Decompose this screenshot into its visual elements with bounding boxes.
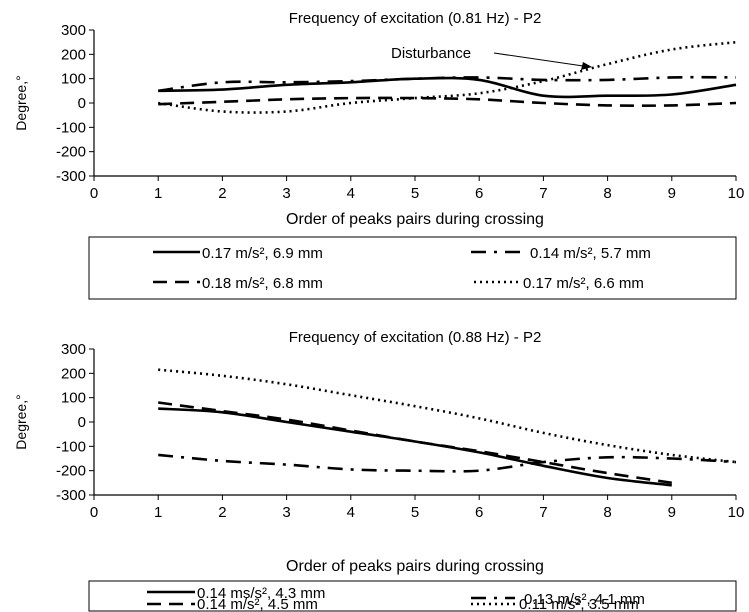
x-tick-label: 3 — [282, 185, 290, 202]
series-line-3 — [158, 40, 737, 114]
x-tick-label: 7 — [539, 504, 547, 521]
legend-label-0: 0.14 ms/s², 4.3 mm — [197, 585, 325, 602]
x-tick-label: 0 — [90, 504, 98, 521]
x-tick-label: 10 — [728, 185, 745, 202]
x-tick-label: 8 — [603, 504, 611, 521]
x-tick-label: 4 — [347, 504, 355, 521]
y-tick-label: -200 — [56, 144, 86, 161]
x-tick-label: 2 — [218, 504, 226, 521]
x-tick-label: 5 — [411, 185, 419, 202]
x-tick-label: 6 — [475, 185, 483, 202]
series-line-0 — [158, 407, 672, 487]
y-tick-label: -300 — [56, 487, 86, 504]
x-tick-label: 7 — [539, 185, 547, 202]
y-tick-label: 100 — [61, 390, 86, 407]
y-tick-label: -100 — [56, 438, 86, 455]
y-tick-label: -100 — [56, 119, 86, 136]
y-axis-label: Degree,° — [13, 75, 29, 130]
annotation-arrow — [493, 52, 591, 68]
x-tick-label: 0 — [90, 185, 98, 202]
x-tick-label: 8 — [603, 185, 611, 202]
series-line-1 — [158, 453, 737, 473]
y-axis-label: Degree,° — [13, 394, 29, 449]
y-tick-label: -300 — [56, 168, 86, 185]
x-tick-label: 6 — [475, 504, 483, 521]
legend-box — [88, 236, 737, 300]
x-tick-label: 5 — [411, 504, 419, 521]
x-tick-label: 1 — [154, 504, 162, 521]
y-tick-label: 300 — [61, 341, 86, 358]
legend-label-0: 0.17 m/s², 6.9 mm — [202, 245, 323, 262]
x-tick-label: 4 — [347, 185, 355, 202]
y-tick-label: 100 — [61, 71, 86, 88]
series-line-1 — [158, 75, 737, 93]
x-tick-label: 10 — [728, 504, 745, 521]
annotation-text: Disturbance — [391, 45, 471, 62]
legend-label-3: 0.11 m/s², 3.5 mm — [519, 596, 639, 612]
legend: 0.17 m/s², 6.9 mm 0.14 m/s², 5.7 mm 0.18… — [153, 245, 651, 292]
chart-top: Frequency of excitation (0.81 Hz) - P2 D… — [13, 10, 745, 300]
series-line-0 — [158, 76, 737, 99]
y-tick-label: 0 — [78, 414, 86, 431]
annotation-arrowhead — [581, 62, 592, 70]
x-axis-label: Order of peaks pairs during crossing — [286, 211, 544, 228]
y-tick-label: 300 — [61, 22, 86, 39]
y-tick-label: 0 — [78, 95, 86, 112]
legend-label-3: 0.17 m/s², 6.6 mm — [523, 275, 644, 292]
chart-bottom: Frequency of excitation (0.88 Hz) - P2 D… — [13, 329, 744, 612]
chart-title: Frequency of excitation (0.88 Hz) - P2 — [289, 329, 542, 346]
chart-title: Frequency of excitation (0.81 Hz) - P2 — [289, 10, 542, 27]
legend-label-2: 0.18 m/s², 6.8 mm — [202, 275, 323, 292]
x-axis-label: Order of peaks pairs during crossing — [286, 558, 544, 575]
legend-label-1: 0.14 m/s², 5.7 mm — [530, 245, 651, 262]
series-line-2 — [158, 96, 737, 107]
series-line-3 — [158, 368, 737, 464]
legend-box — [88, 580, 737, 612]
y-tick-label: -200 — [56, 463, 86, 480]
y-tick-label: 200 — [61, 46, 86, 63]
annotation: Disturbance — [391, 45, 592, 70]
x-tick-label: 9 — [668, 504, 676, 521]
x-tick-label: 2 — [218, 185, 226, 202]
x-tick-label: 9 — [668, 185, 676, 202]
legend: 0.14 ms/s², 4.3 mm 0.13 m/s², 4.1 mm 0.1… — [147, 585, 645, 612]
legend-label-2: 0.14 m/s², 4.5 mm — [197, 596, 318, 612]
x-tick-label: 3 — [282, 504, 290, 521]
x-tick-label: 1 — [154, 185, 162, 202]
legend-label-1: 0.13 m/s², 4.1 mm — [524, 591, 645, 608]
y-tick-label: 200 — [61, 365, 86, 382]
